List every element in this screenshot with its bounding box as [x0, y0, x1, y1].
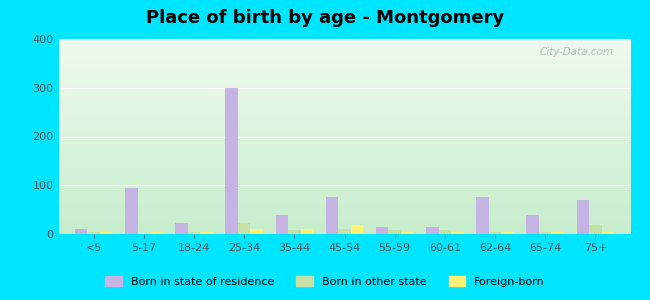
Bar	[100, 232, 112, 234]
Bar	[526, 214, 539, 234]
Bar	[226, 88, 238, 234]
Bar	[200, 232, 213, 234]
Bar	[150, 232, 162, 234]
Bar	[577, 200, 589, 234]
Bar	[338, 229, 351, 234]
Text: Place of birth by age - Montgomery: Place of birth by age - Montgomery	[146, 9, 504, 27]
Bar	[125, 188, 138, 234]
Bar	[300, 229, 313, 234]
Text: City-Data.com: City-Data.com	[540, 47, 614, 57]
Bar	[476, 197, 489, 234]
Bar	[326, 197, 338, 234]
Bar	[426, 227, 439, 234]
Bar	[288, 230, 300, 234]
Bar	[439, 230, 451, 234]
Bar	[389, 230, 401, 234]
Bar	[489, 232, 501, 234]
Bar	[401, 232, 413, 234]
Legend: Born in state of residence, Born in other state, Foreign-born: Born in state of residence, Born in othe…	[101, 272, 549, 291]
Bar	[551, 232, 564, 234]
Bar	[589, 225, 602, 234]
Bar	[501, 232, 514, 234]
Bar	[351, 225, 363, 234]
Bar	[87, 232, 100, 234]
Bar	[238, 223, 250, 234]
Bar	[539, 232, 551, 234]
Bar	[175, 223, 188, 234]
Bar	[188, 232, 200, 234]
Bar	[602, 232, 614, 234]
Bar	[451, 232, 463, 234]
Bar	[276, 214, 288, 234]
Bar	[376, 227, 389, 234]
Bar	[250, 229, 263, 234]
Bar	[75, 229, 87, 234]
